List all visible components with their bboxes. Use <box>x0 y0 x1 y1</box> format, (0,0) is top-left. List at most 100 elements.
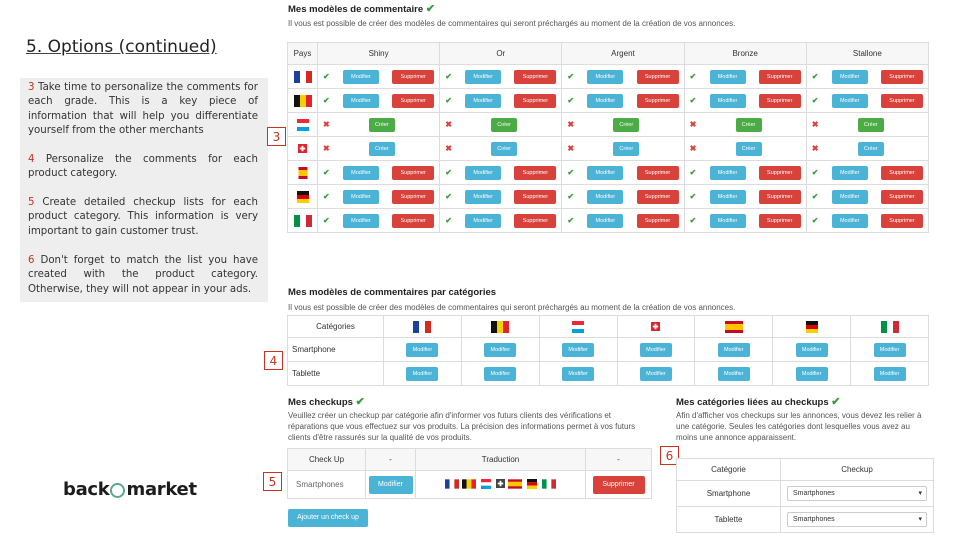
col-translation: Traduction <box>415 448 586 471</box>
delete-button[interactable]: Supprimer <box>392 69 435 84</box>
modify-button[interactable]: Modifier <box>795 342 828 357</box>
modify-button[interactable]: Modifier <box>709 93 746 108</box>
delete-button[interactable]: Supprimer <box>514 165 557 180</box>
modify-button[interactable]: Modifier <box>406 366 439 381</box>
delete-button[interactable]: Supprimer <box>880 69 923 84</box>
delete-button[interactable]: Supprimer <box>392 189 435 204</box>
modify-button[interactable]: Modifier <box>465 93 502 108</box>
checkup-select[interactable]: Smartphones <box>787 486 927 501</box>
categories-models-subtitle: Il vous est possible de créer des modèle… <box>288 303 736 312</box>
check-icon: ✔ <box>445 72 452 81</box>
checkmark-icon: ✔ <box>831 396 841 408</box>
modify-button[interactable]: Modifier <box>831 189 868 204</box>
flag-luxembourg-icon <box>481 478 491 489</box>
create-button[interactable]: Créer <box>857 117 884 132</box>
cross-icon: ✖ <box>811 144 819 153</box>
modify-button[interactable]: Modifier <box>465 165 502 180</box>
delete-button[interactable]: Supprimer <box>758 165 801 180</box>
delete-button[interactable]: Supprimer <box>392 213 435 228</box>
delete-button[interactable]: Supprimer <box>880 165 923 180</box>
modify-button[interactable]: Modifier <box>484 342 517 357</box>
table-row: ✔ Modifier Supprimer ✔ Modifier Supprimer ✔ M… <box>287 208 930 233</box>
flag-italy-icon <box>880 320 899 333</box>
modify-button[interactable]: Modifier <box>342 69 379 84</box>
delete-button[interactable]: Supprimer <box>636 69 679 84</box>
delete-button[interactable]: Supprimer <box>758 213 801 228</box>
modify-button[interactable]: Modifier <box>368 475 413 494</box>
table-row: Smartphones Modifier Supprimer <box>287 470 652 499</box>
delete-button[interactable]: Supprimer <box>758 189 801 204</box>
modify-button[interactable]: Modifier <box>562 366 595 381</box>
create-button[interactable]: Créer <box>491 117 518 132</box>
modify-button[interactable]: Modifier <box>831 93 868 108</box>
modify-button[interactable]: Modifier <box>587 69 624 84</box>
modify-button[interactable]: Modifier <box>717 366 750 381</box>
modify-button[interactable]: Modifier <box>873 366 906 381</box>
modify-button[interactable]: Modifier <box>639 366 672 381</box>
modify-button[interactable]: Modifier <box>342 189 379 204</box>
modify-button[interactable]: Modifier <box>831 165 868 180</box>
modify-button[interactable]: Modifier <box>484 366 517 381</box>
modify-button[interactable]: Modifier <box>342 165 379 180</box>
modify-button[interactable]: Modifier <box>342 213 379 228</box>
modify-button[interactable]: Modifier <box>709 165 746 180</box>
modify-button[interactable]: Modifier <box>587 213 624 228</box>
modify-button[interactable]: Modifier <box>465 69 502 84</box>
create-button[interactable]: Créer <box>857 141 884 156</box>
delete-button[interactable]: Supprimer <box>636 165 679 180</box>
checkmark-icon: ✔ <box>425 3 436 15</box>
create-button[interactable]: Créer <box>368 117 395 132</box>
linked-title: Mes catégories liées au checkups ✔ <box>676 396 841 408</box>
delete-button[interactable]: Supprimer <box>514 189 557 204</box>
modify-button[interactable]: Modifier <box>831 69 868 84</box>
modify-button[interactable]: Modifier <box>717 342 750 357</box>
modify-button[interactable]: Modifier <box>562 342 595 357</box>
checkups-title: Mes checkups ✔ <box>288 396 365 408</box>
delete-button[interactable]: Supprimer <box>592 475 645 494</box>
modify-button[interactable]: Modifier <box>465 213 502 228</box>
col-category: Catégorie <box>676 458 781 481</box>
create-button[interactable]: Créer <box>735 141 762 156</box>
flag-switzerland-icon <box>496 479 505 488</box>
delete-button[interactable]: Supprimer <box>880 93 923 108</box>
delete-button[interactable]: Supprimer <box>880 213 923 228</box>
modify-button[interactable]: Modifier <box>873 342 906 357</box>
add-checkup-button[interactable]: Ajouter un check up <box>288 509 368 527</box>
delete-button[interactable]: Supprimer <box>758 69 801 84</box>
modify-button[interactable]: Modifier <box>795 366 828 381</box>
modify-button[interactable]: Modifier <box>639 342 672 357</box>
table-row: Tablette Modifier Modifier Modifier Modi… <box>287 361 929 386</box>
models-title: Mes modèles de commentaire ✔ <box>288 3 436 15</box>
modify-button[interactable]: Modifier <box>709 189 746 204</box>
create-button[interactable]: Créer <box>613 117 640 132</box>
slide-number: 5. <box>26 37 43 57</box>
check-icon: ✔ <box>811 216 819 225</box>
delete-button[interactable]: Supprimer <box>636 93 679 108</box>
create-button[interactable]: Créer <box>735 117 762 132</box>
modify-button[interactable]: Modifier <box>587 93 624 108</box>
delete-button[interactable]: Supprimer <box>636 213 679 228</box>
modify-button[interactable]: Modifier <box>709 213 746 228</box>
delete-button[interactable]: Supprimer <box>514 69 557 84</box>
checkup-select[interactable]: Smartphones <box>787 512 927 527</box>
delete-button[interactable]: Supprimer <box>392 165 435 180</box>
create-button[interactable]: Créer <box>368 141 395 156</box>
modify-button[interactable]: Modifier <box>465 189 502 204</box>
modify-button[interactable]: Modifier <box>406 342 439 357</box>
flag-germany-icon <box>805 320 818 333</box>
create-button[interactable]: Créer <box>613 141 640 156</box>
modify-button[interactable]: Modifier <box>587 189 624 204</box>
delete-button[interactable]: Supprimer <box>880 189 923 204</box>
modify-button[interactable]: Modifier <box>587 165 624 180</box>
col-country: Pays <box>287 42 318 65</box>
delete-button[interactable]: Supprimer <box>758 93 801 108</box>
check-icon: ✔ <box>445 168 452 177</box>
modify-button[interactable]: Modifier <box>342 93 379 108</box>
modify-button[interactable]: Modifier <box>709 69 746 84</box>
delete-button[interactable]: Supprimer <box>514 93 557 108</box>
delete-button[interactable]: Supprimer <box>636 189 679 204</box>
create-button[interactable]: Créer <box>491 141 518 156</box>
modify-button[interactable]: Modifier <box>831 213 868 228</box>
delete-button[interactable]: Supprimer <box>514 213 557 228</box>
delete-button[interactable]: Supprimer <box>392 93 435 108</box>
